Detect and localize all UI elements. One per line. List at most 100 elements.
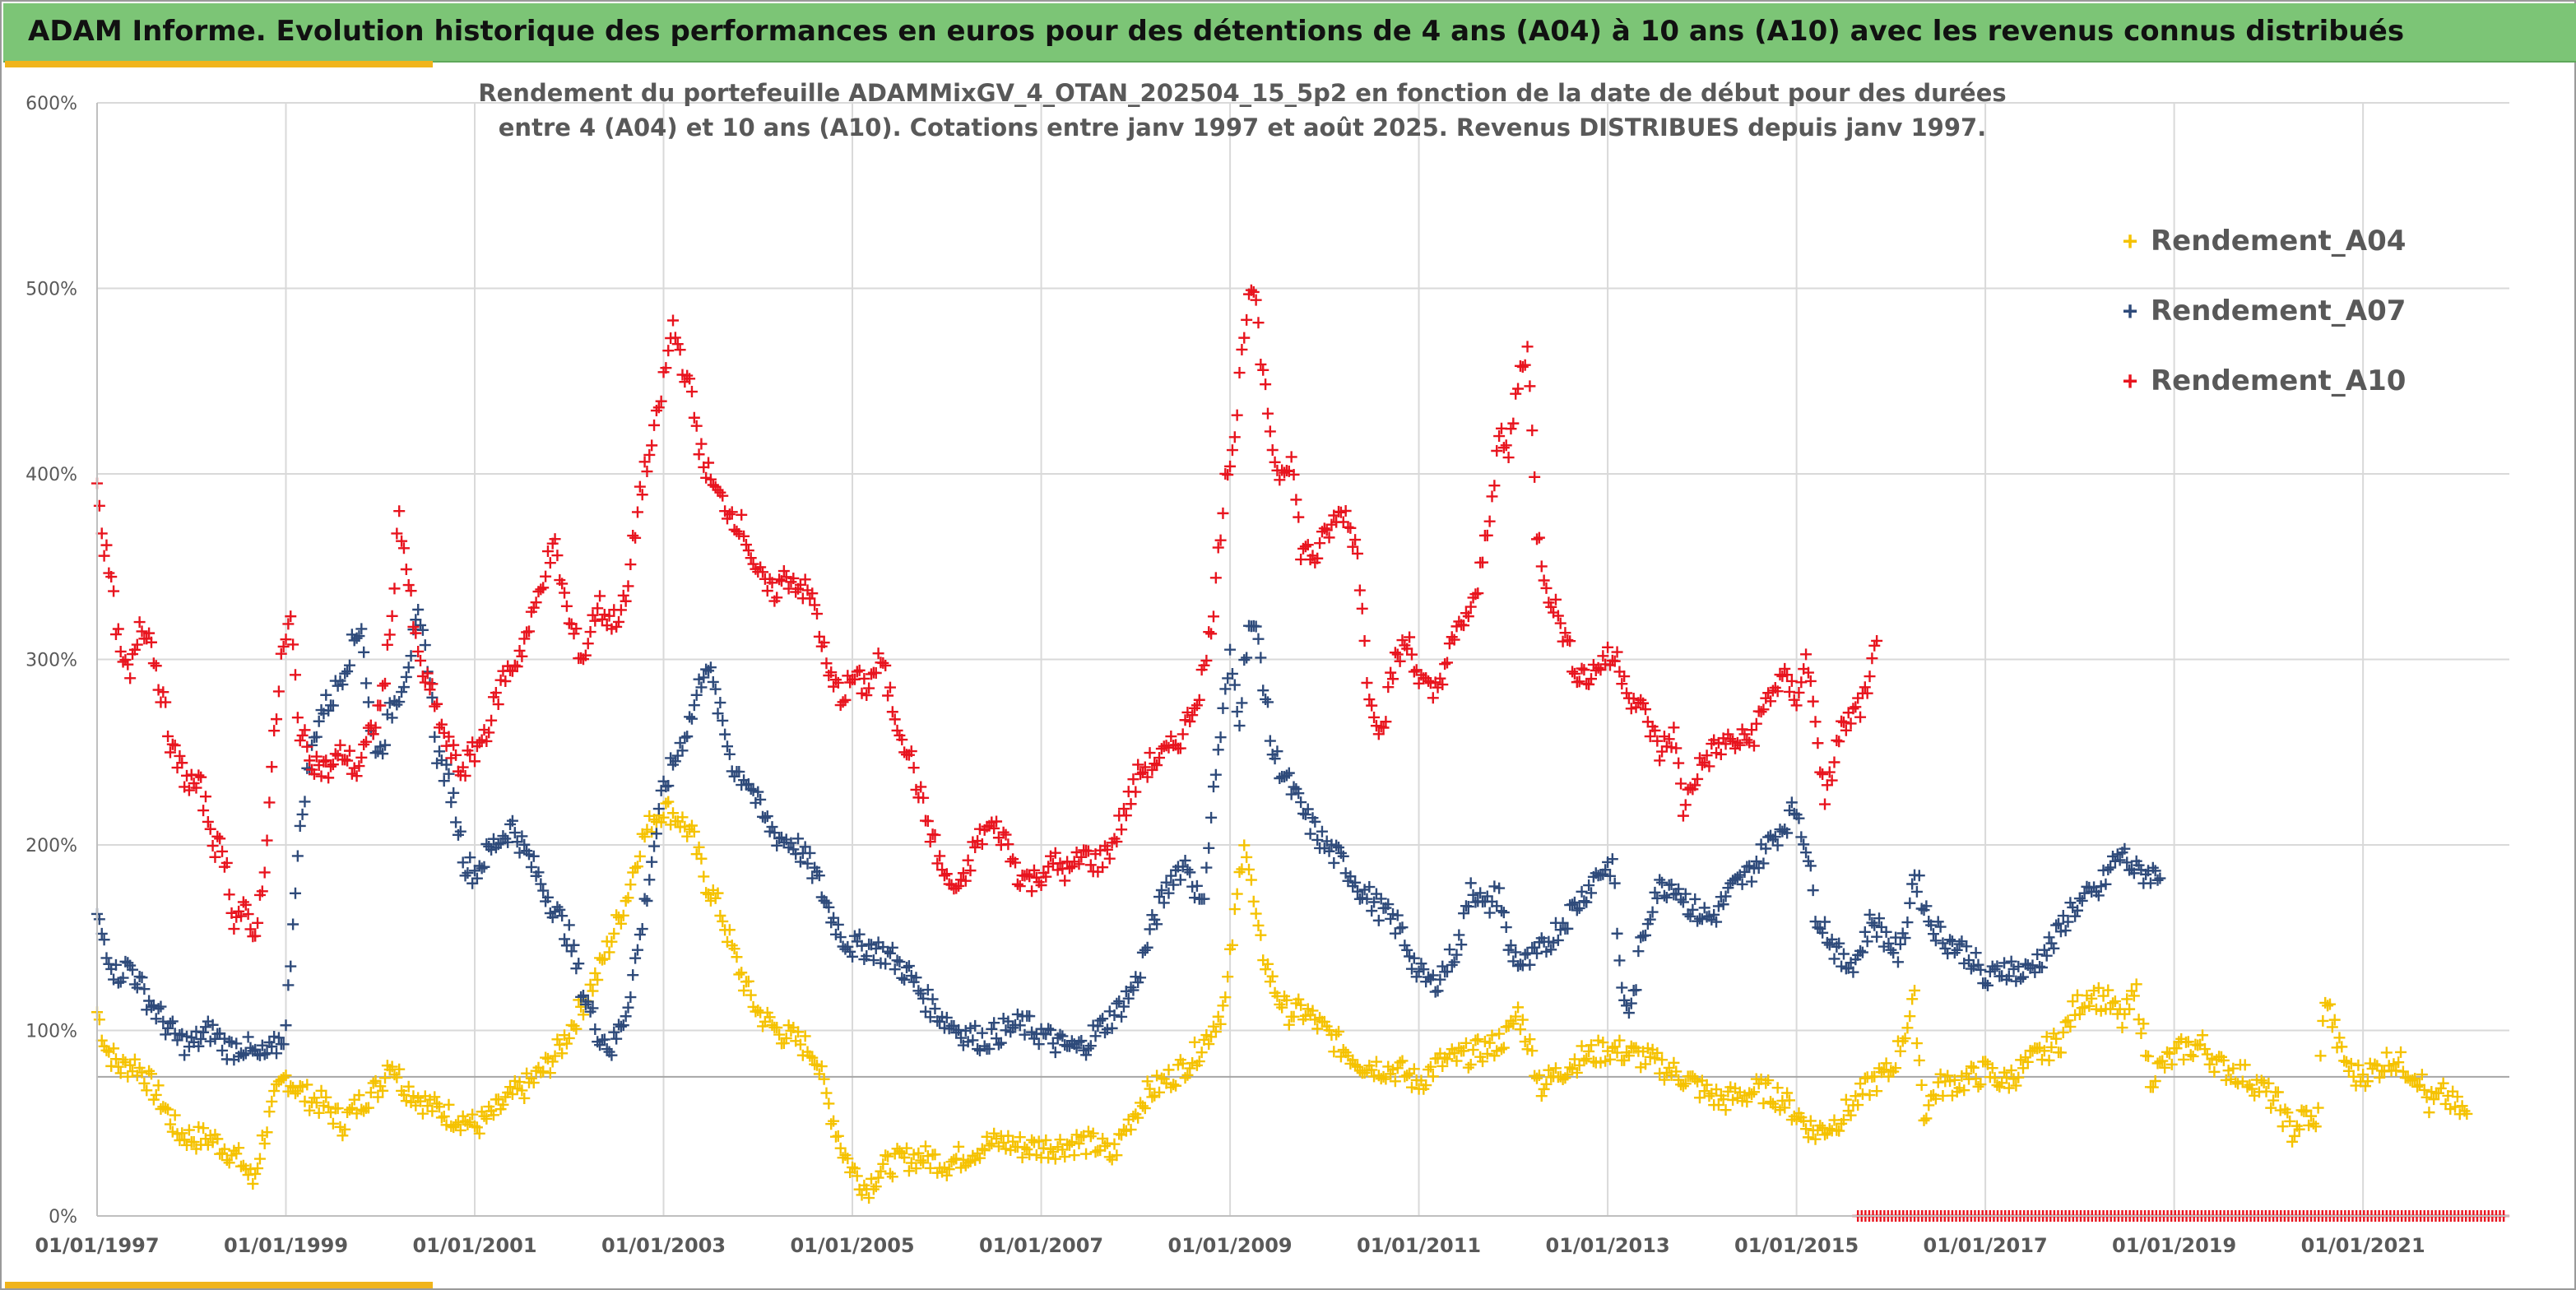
data-point — [1219, 683, 1232, 695]
legend-marker-a07: + — [2123, 296, 2138, 326]
data-point — [842, 940, 854, 953]
data-point — [953, 879, 965, 892]
data-point — [638, 831, 651, 843]
data-point — [2137, 1018, 2150, 1030]
data-point — [1141, 1075, 1153, 1088]
data-point — [114, 645, 127, 657]
data-point — [1000, 828, 1012, 841]
data-point — [204, 823, 216, 835]
data-point — [1529, 471, 1541, 483]
data-point — [1241, 652, 1253, 664]
data-point — [218, 1143, 230, 1155]
data-point — [2437, 1077, 2449, 1089]
data-point — [1644, 913, 1656, 926]
data-point — [1573, 675, 1585, 688]
data-point — [1293, 993, 1305, 1005]
data-point — [2109, 995, 2121, 1008]
data-point — [2043, 931, 2055, 944]
data-point — [1437, 679, 1449, 691]
data-point — [577, 1009, 589, 1021]
data-point — [258, 1138, 271, 1150]
data-point — [2203, 1058, 2216, 1070]
data-point — [931, 857, 944, 870]
data-point — [1396, 1055, 1409, 1067]
data-point — [320, 1091, 332, 1103]
data-point — [1873, 912, 1886, 925]
data-point — [556, 1047, 569, 1060]
data-point — [662, 780, 675, 792]
data-point — [1502, 452, 1515, 464]
data-point — [898, 973, 911, 986]
data-point — [1573, 902, 1585, 914]
data-point — [893, 1145, 906, 1158]
data-point — [1458, 619, 1470, 632]
data-point — [579, 649, 592, 661]
data-point — [1854, 711, 1867, 723]
data-point — [1540, 1078, 1553, 1090]
data-point — [1084, 1040, 1097, 1052]
data-point — [617, 589, 629, 601]
data-point — [2369, 1058, 2381, 1070]
data-point — [1174, 874, 1186, 886]
x-tick-label: 01/01/2005 — [790, 1234, 914, 1257]
data-point — [1583, 678, 1595, 690]
data-point — [742, 975, 754, 987]
data-point — [754, 793, 767, 805]
data-point — [1415, 958, 1427, 970]
data-point — [915, 1154, 927, 1167]
data-point — [847, 950, 859, 963]
data-point — [1257, 364, 1269, 376]
data-point — [1621, 687, 1633, 699]
data-point — [261, 1126, 273, 1139]
data-point — [1333, 842, 1345, 854]
data-point — [1404, 631, 1416, 643]
data-point — [934, 850, 946, 862]
data-point — [1271, 745, 1283, 758]
data-point — [777, 1037, 790, 1050]
data-point — [1405, 1081, 1418, 1093]
data-point — [513, 847, 526, 859]
data-point — [1486, 1029, 1498, 1042]
data-point — [773, 1028, 786, 1041]
data-point — [823, 1097, 835, 1110]
data-point — [1823, 1123, 1836, 1135]
data-point — [1224, 643, 1237, 656]
data-point — [285, 960, 297, 972]
data-point — [587, 985, 599, 997]
data-point — [2125, 985, 2137, 997]
data-point — [1856, 946, 1868, 958]
data-point — [532, 866, 545, 879]
data-point — [1418, 963, 1430, 976]
data-point — [1132, 759, 1144, 771]
data-point — [685, 386, 698, 398]
data-point — [457, 856, 469, 869]
data-point — [856, 940, 868, 952]
data-point — [508, 659, 521, 671]
data-point — [877, 1158, 889, 1170]
data-point — [202, 815, 214, 828]
data-point — [266, 1095, 278, 1107]
data-point — [1016, 1151, 1028, 1163]
data-point — [343, 659, 355, 671]
data-point — [870, 1181, 882, 1193]
data-point — [421, 667, 434, 680]
data-point — [95, 927, 108, 940]
data-point — [367, 1077, 379, 1089]
legend-marker-a10: + — [2123, 366, 2138, 396]
data-point — [707, 675, 719, 688]
data-point — [967, 1034, 979, 1046]
data-point — [1080, 1148, 1093, 1160]
data-point — [1405, 648, 1418, 661]
data-point — [2336, 1041, 2348, 1053]
data-point — [721, 740, 733, 753]
data-point — [681, 731, 694, 743]
data-point — [2393, 1056, 2405, 1069]
x-tick-label: 01/01/1997 — [35, 1234, 159, 1257]
data-point — [341, 754, 354, 767]
data-point — [1130, 786, 1142, 798]
data-point — [806, 872, 819, 884]
data-point — [275, 647, 287, 660]
data-point — [145, 636, 157, 648]
data-point — [1658, 1074, 1670, 1086]
data-point — [1783, 1094, 1795, 1107]
